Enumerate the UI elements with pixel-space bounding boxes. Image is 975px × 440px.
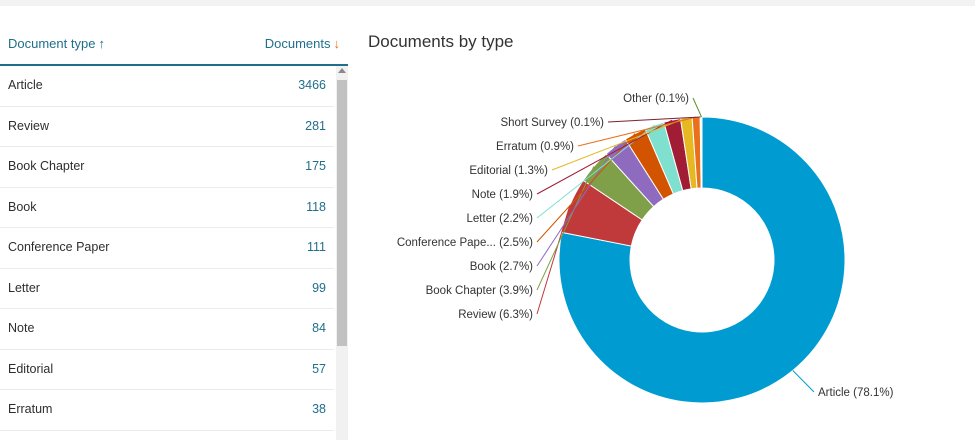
document-count-link[interactable]: 111: [306, 240, 326, 254]
table-row: Conference Paper 111: [0, 228, 334, 269]
scroll-thumb[interactable]: [337, 80, 347, 346]
slice-label: Letter (2.2%): [467, 213, 534, 225]
table-header: Document type ↑ Documents ↓: [0, 30, 348, 66]
table-row: Letter 99: [0, 269, 334, 309]
slice-label: Other (0.1%): [623, 93, 689, 105]
table-row: Review 281: [0, 107, 334, 147]
slice-leader-line: [536, 133, 636, 243]
document-type-cell: Article: [8, 78, 43, 92]
documents-header-label: Documents: [264, 36, 331, 51]
top-strip: [0, 0, 975, 6]
slice-label: Book (2.7%): [470, 261, 533, 273]
document-type-cell: Editorial: [8, 361, 54, 376]
document-count-link[interactable]: 99: [312, 280, 326, 295]
table-scrollbar[interactable]: [336, 66, 348, 440]
document-count-link[interactable]: 38: [312, 402, 326, 416]
chart-title: Documents by type: [368, 32, 514, 51]
slice-leader-line: [577, 116, 697, 147]
table-row: Article 3466: [0, 66, 334, 107]
slice-leader-line: [692, 97, 703, 118]
document-type-cell: Letter: [8, 280, 40, 295]
document-type-cell: Book: [8, 199, 37, 214]
document-count-link[interactable]: 57: [312, 361, 326, 376]
document-count-link[interactable]: 3466: [298, 78, 326, 92]
slice-label: Editorial (1.3%): [469, 165, 548, 177]
column-header-document-type[interactable]: Document type ↑: [8, 36, 105, 51]
column-header-documents[interactable]: Documents ↓: [265, 36, 340, 51]
slice-leader-line: [607, 116, 701, 123]
slice-label: Erratum (0.9%): [496, 141, 574, 153]
slice-leader-line: [551, 117, 687, 171]
document-type-cell: Review: [8, 118, 49, 133]
document-type-cell: Erratum: [8, 402, 53, 416]
slice-label: Article (78.1%): [818, 387, 894, 399]
document-type-table: Document type ↑ Documents ↓ Article 3466 R…: [0, 6, 348, 440]
document-type-cell: Conference Paper: [8, 240, 110, 254]
donut-slice[interactable]: [700, 116, 703, 189]
slice-label: Short Survey (0.1%): [500, 117, 604, 129]
slice-label: Book Chapter (3.9%): [426, 285, 534, 297]
slice-label: Conference Pape... (2.5%): [397, 237, 533, 249]
table-body: Article 3466 Review 281 Book Chapter 175…: [0, 66, 334, 440]
donut-slice[interactable]: [558, 116, 846, 404]
table-row: Book Chapter 175: [0, 147, 334, 188]
sort-ascending-icon[interactable]: ↑: [98, 36, 105, 51]
document-type-header-label: Document type: [8, 36, 96, 51]
table-row: Erratum 38: [0, 390, 334, 431]
document-count-link[interactable]: 84: [312, 321, 326, 335]
documents-by-type-donut-chart: Article (78.1%) Review (6.3%) Book Chapter…: [397, 93, 894, 404]
document-count-link[interactable]: 118: [306, 199, 326, 214]
slice-leader-line: [792, 370, 815, 393]
slice-label: Review (6.3%): [458, 309, 533, 321]
table-row: Note 84: [0, 309, 334, 350]
scroll-up-arrow-icon[interactable]: [338, 68, 346, 73]
sort-descending-icon[interactable]: ↓: [333, 36, 341, 51]
table-row: Book 118: [0, 188, 334, 228]
slice-label: Note (1.9%): [472, 189, 534, 201]
slice-leader-line: [536, 166, 595, 291]
document-count-link[interactable]: 175: [305, 159, 326, 173]
document-type-cell: Book Chapter: [8, 159, 85, 173]
document-count-link[interactable]: 281: [305, 118, 326, 133]
table-row: Editorial 57: [0, 350, 334, 390]
document-type-cell: Note: [8, 321, 35, 335]
